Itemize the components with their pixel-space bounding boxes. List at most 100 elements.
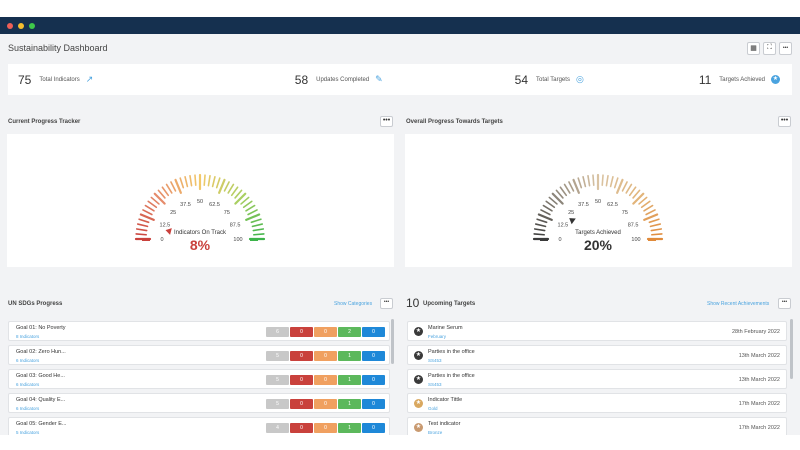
gauge-tick <box>150 196 160 205</box>
target-date: 13th March 2022 <box>738 377 780 383</box>
gauge-tick-label: 12.5 <box>558 222 569 228</box>
gauge-tick <box>252 228 265 232</box>
gauge-tick <box>250 218 262 224</box>
targets-more-button[interactable]: ••• <box>778 298 791 309</box>
target-row[interactable]: ★ Indicator Tittle Gold 17th March 2022 <box>407 393 787 413</box>
sdg-status-cell: 5 <box>266 375 289 385</box>
gauge-tick <box>649 223 662 228</box>
overall-panel: 0 12.5 25 37.5 50 62.5 75 87.5 100 Targets Achiev… <box>405 134 792 267</box>
sdg-status-cell: 6 <box>266 327 289 337</box>
gauge-tick <box>638 196 648 205</box>
gauge-tick <box>572 178 580 194</box>
gauge-tick <box>153 192 166 205</box>
gauge-tick <box>613 177 619 189</box>
tracker-more-button[interactable]: ••• <box>380 116 393 127</box>
gauge-tick-label: 0 <box>160 237 163 243</box>
gauge-tick <box>161 186 170 197</box>
gauge-tick <box>651 233 663 236</box>
sdgs-title: UN SDGs Progress <box>8 301 63 307</box>
stat-updates-completed: 58 Updates Completed ✎ <box>169 73 420 87</box>
stat-targets-achieved: 11 Targets Achieved ★ <box>630 73 793 87</box>
minimize-window-button[interactable] <box>18 22 24 29</box>
show-recent-achievements-link[interactable]: Show Recent Achievements <box>707 301 770 307</box>
targets-count: 10 <box>406 296 420 310</box>
stat-label: Updates Completed <box>316 76 370 83</box>
target-row[interactable]: ★ Parties in the office SS453 13th March… <box>407 369 787 389</box>
sdg-status-cell: 0 <box>362 351 385 361</box>
sdg-indicator-count[interactable]: 6 Indicators <box>16 406 40 411</box>
sdg-status-cell: 5 <box>266 351 289 361</box>
sdg-indicator-count[interactable]: 5 Indicators <box>16 430 40 435</box>
target-date: 13th March 2022 <box>738 353 780 359</box>
gauge-caption: Targets Achieved <box>575 230 621 236</box>
targets-scrollbar[interactable] <box>790 319 793 379</box>
gauge-tick <box>245 204 256 212</box>
gauge-tick <box>215 177 221 189</box>
gauge-tick <box>534 223 547 228</box>
page-header: Sustainability Dashboard ▦ ⛶ ••• <box>0 34 800 62</box>
gauge-tick <box>628 186 637 197</box>
overall-more-button[interactable]: ••• <box>778 116 791 127</box>
gauge-tick <box>139 213 155 221</box>
sdgs-more-button[interactable]: ••• <box>380 298 393 309</box>
gauge-tick <box>645 209 656 216</box>
gauge-tick-label: 62.5 <box>607 202 618 208</box>
gauge-tick <box>218 178 226 194</box>
sdgs-scrollbar[interactable] <box>391 319 394 364</box>
fullscreen-icon[interactable]: ⛶ <box>763 41 776 55</box>
sdg-status-cell: 0 <box>314 375 337 385</box>
sdg-status-cell: 2 <box>338 327 361 337</box>
maximize-window-button[interactable] <box>29 22 35 29</box>
sdg-status-cell: 1 <box>338 399 361 409</box>
show-categories-link[interactable]: Show Categories <box>334 301 373 307</box>
sdg-indicator-count[interactable]: 6 Indicators <box>16 382 40 387</box>
gauge-tick-label: 0 <box>558 237 561 243</box>
sdg-indicator-count[interactable]: 8 Indicators <box>16 334 40 339</box>
stat-label: Total Targets <box>536 76 570 83</box>
target-name: Test indicator <box>428 421 461 427</box>
target-row[interactable]: ★ Test indicator Bronze 17th March 2022 <box>407 417 787 435</box>
sdg-status-cell: 0 <box>290 423 313 433</box>
gauge-tick <box>253 233 265 236</box>
gauge-tick <box>555 189 564 199</box>
target-name: Parties in the office <box>428 349 475 355</box>
target-date: 17th March 2022 <box>738 425 780 431</box>
gauge-tick <box>245 213 261 221</box>
sdg-indicator-count[interactable]: 6 Indicators <box>16 358 40 363</box>
sdg-status-cell: 0 <box>314 327 337 337</box>
tracker-panel: 0 12.5 25 37.5 50 62.5 75 87.5 100 Indicators On … <box>7 134 394 267</box>
gauge-tick <box>147 200 158 209</box>
close-window-button[interactable] <box>7 22 13 29</box>
target-sub[interactable]: SS453 <box>428 358 442 363</box>
target-sub[interactable]: February <box>428 334 447 339</box>
gauge-tick <box>577 177 583 189</box>
gauge-tick <box>234 189 243 199</box>
more-options-button[interactable]: ••• <box>779 41 792 55</box>
gauge-tick-label: 100 <box>631 237 640 243</box>
target-name: Marine Serum <box>428 325 463 331</box>
stat-total-indicators: 75 Total Indicators ↗ <box>8 73 169 87</box>
gauge-needle <box>569 218 576 225</box>
target-sub[interactable]: Gold <box>428 406 438 411</box>
stat-label: Total Indicators <box>39 76 80 83</box>
sdg-status-cell: 0 <box>314 423 337 433</box>
target-sub[interactable]: SS453 <box>428 382 442 387</box>
sdg-goal-name: Goal 01: No Poverty <box>16 325 66 331</box>
target-row[interactable]: ★ Marine Serum February 28th February 20… <box>407 321 787 341</box>
grid-view-icon[interactable]: ▦ <box>747 41 760 55</box>
star-icon: ★ <box>414 399 423 408</box>
edit-icon: ✎ <box>375 74 383 84</box>
gauge-tick <box>179 177 185 189</box>
target-sub[interactable]: Bronze <box>428 430 443 435</box>
target-row[interactable]: ★ Parties in the office SS453 13th March… <box>407 345 787 365</box>
gauge-tick-label: 25 <box>568 210 574 216</box>
gauge-tick <box>632 192 645 205</box>
gauge-tick <box>240 196 250 205</box>
gauge-tick <box>189 174 193 187</box>
gauge-tick <box>533 228 546 232</box>
